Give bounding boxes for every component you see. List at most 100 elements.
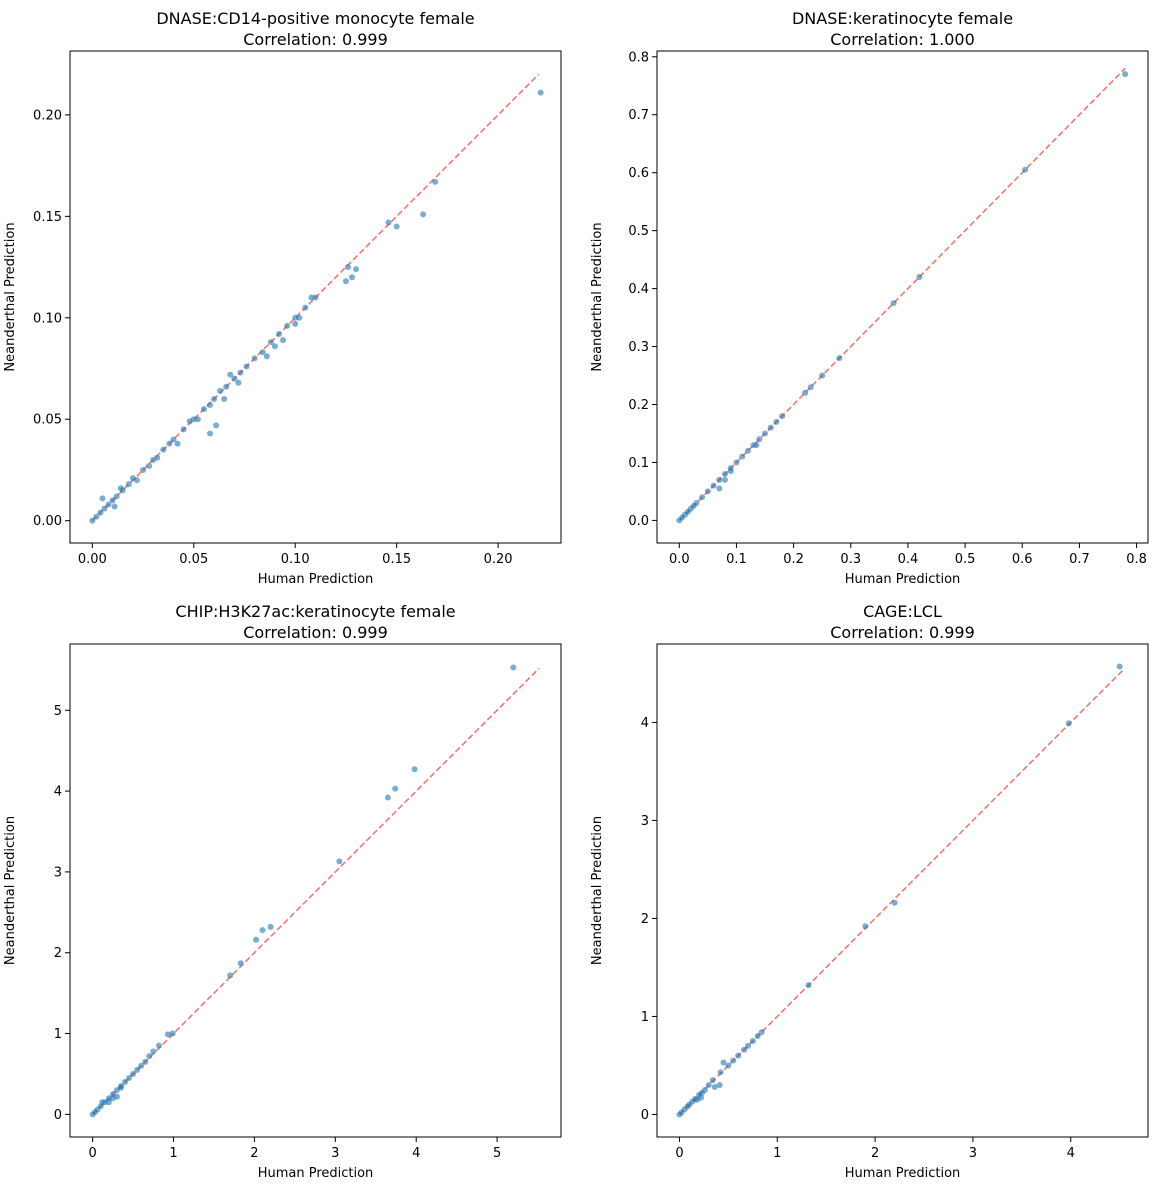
scatter-point [155, 1042, 162, 1049]
scatter-point [117, 1084, 124, 1091]
scatter-point [411, 766, 418, 773]
y-tick-label: 0.20 [33, 108, 62, 123]
scatter-point [744, 1042, 751, 1049]
scatter-point [336, 858, 343, 865]
scatter-point [392, 785, 399, 792]
scatter-point [140, 466, 147, 473]
y-tick-label: 3 [54, 865, 62, 880]
scatter-point [342, 278, 349, 285]
y-tick-label: 4 [54, 785, 62, 800]
y-tick-label: 4 [641, 716, 649, 731]
x-tick-label: 0.00 [78, 552, 107, 567]
scatter-point [693, 500, 700, 507]
axes-frame [656, 50, 1149, 544]
scatter-point [101, 505, 108, 512]
subplot-h3k27ac-keratinocyte: CHIP:H3K27ac:keratinocyte female Correla… [3, 602, 562, 1181]
scatter-point [235, 379, 242, 386]
scatter-point [93, 513, 100, 520]
scatter-point [174, 440, 181, 447]
scatter-point [99, 1099, 106, 1106]
scatter-point [916, 274, 923, 281]
scatter-point [753, 442, 760, 449]
scatter-point [891, 899, 898, 906]
scatter-point [717, 1069, 724, 1076]
x-tick-label: 0.4 [898, 552, 919, 567]
scatter-point [194, 416, 201, 423]
identity-reference-line [678, 67, 1126, 521]
scatter-point [122, 1079, 129, 1086]
identity-reference-line [92, 667, 540, 1115]
scatter-point [890, 300, 897, 307]
scatter-point [779, 413, 786, 420]
scatter-point [296, 314, 303, 321]
scatter-point [166, 440, 173, 447]
subplot-title: DNASE:CD14-positive monocyte female [156, 9, 474, 28]
x-axis-label: Human Prediction [845, 1166, 961, 1181]
scatter-point [802, 389, 809, 396]
x-tick-label: 5 [493, 1146, 501, 1161]
scatter-point [180, 426, 187, 433]
scatter-point [227, 972, 234, 979]
scatter-point [1022, 166, 1029, 173]
scatter-point [773, 418, 780, 425]
scatter-point [237, 960, 244, 967]
scatter-point [259, 927, 266, 934]
scatter-point [393, 223, 400, 230]
scatter-point [105, 501, 112, 508]
scatter-point [308, 294, 315, 301]
subplot-cage-lcl: CAGE:LCL Correlation: 0.999 Human Predic… [590, 602, 1149, 1181]
scatter-point [384, 794, 391, 801]
scatter-point [243, 363, 250, 370]
scatter-point [154, 454, 161, 461]
scatter-point [130, 1070, 137, 1077]
scatter-point [705, 1082, 712, 1089]
scatter-point [302, 304, 309, 311]
scatter-point [420, 211, 427, 218]
scatter-point [206, 402, 213, 409]
scatter-point [113, 1093, 120, 1100]
scatter-point [271, 343, 278, 350]
scatter-point [733, 459, 740, 466]
x-tick-label: 3 [331, 1146, 339, 1161]
y-tick-label: 1 [641, 1010, 649, 1025]
scatter-point [353, 266, 360, 273]
y-tick-label: 5 [54, 704, 62, 719]
y-axis-label: Neanderthal Prediction [3, 222, 18, 371]
x-tick-label: 0.7 [1069, 552, 1090, 567]
x-tick-label: 3 [969, 1146, 977, 1161]
scatter-point [758, 1029, 765, 1036]
x-axis-label: Human Prediction [258, 1166, 374, 1181]
scatter-point [722, 476, 729, 483]
scatter-point [117, 485, 124, 492]
scatter-point [231, 375, 238, 382]
scatter-point [125, 481, 132, 488]
x-tick-label: 4 [412, 1146, 420, 1161]
y-tick-label: 0 [54, 1108, 62, 1123]
scatter-point [105, 1099, 112, 1106]
scatter-point [716, 1082, 723, 1089]
scatter-point [146, 462, 153, 469]
scatter-point [720, 1059, 727, 1066]
axes-frame [69, 50, 562, 544]
scatter-point [741, 1046, 748, 1053]
y-axis-label: Neanderthal Prediction [590, 816, 605, 965]
subplot-subtitle: Correlation: 0.999 [243, 30, 388, 49]
scatter-point [432, 178, 439, 185]
scatter-point [200, 406, 207, 413]
x-tick-label: 2 [250, 1146, 258, 1161]
scatter-point [280, 337, 287, 344]
y-tick-label: 0.5 [628, 224, 649, 239]
y-tick-label: 1 [54, 1027, 62, 1042]
scatter-point [762, 430, 769, 437]
scatter-point [709, 1077, 716, 1084]
scatter-point [99, 495, 106, 502]
y-tick-label: 0.4 [628, 282, 649, 297]
scatter-point [160, 446, 167, 453]
scatter-point [749, 1037, 756, 1044]
scatter-point [722, 471, 729, 478]
scatter-point [109, 497, 116, 504]
scatter-point [263, 353, 270, 360]
scatter-point [725, 1062, 732, 1069]
x-axis-label: Human Prediction [258, 572, 374, 587]
